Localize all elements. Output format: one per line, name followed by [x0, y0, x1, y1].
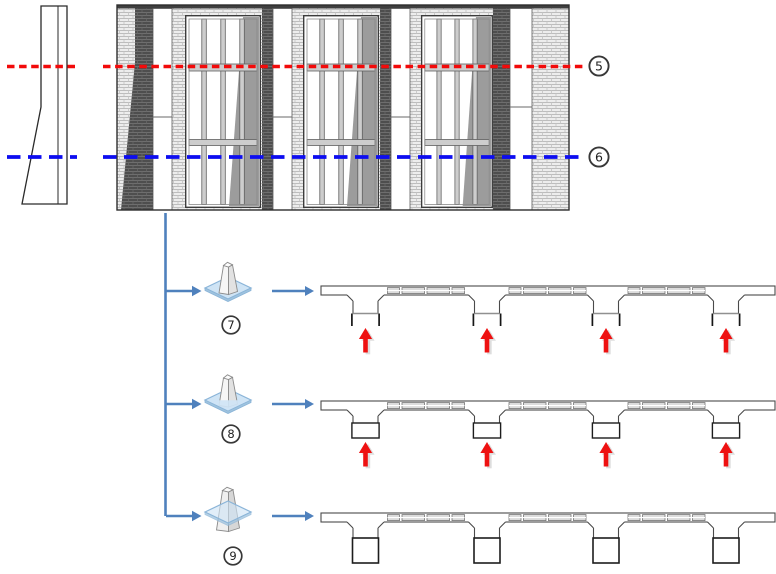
- cut-plane-icon-low: [203, 374, 253, 414]
- window-1: [184, 14, 262, 209]
- plan-view-row-9: [320, 512, 776, 564]
- shadow-masonry-4: [493, 8, 510, 210]
- recessed-strips: [152, 8, 533, 211]
- callout-9: 9: [223, 546, 243, 566]
- plan-pier: [706, 408, 746, 439]
- cut-plane-icon-bottom: [203, 261, 253, 302]
- highlight-arrow: [358, 328, 375, 355]
- plan-view-row-8: [320, 400, 776, 469]
- plan-pier: [346, 519, 385, 564]
- highlight-arrow: [719, 328, 735, 355]
- elevation-top-band: [117, 5, 569, 9]
- svg-text:7: 7: [227, 318, 234, 332]
- svg-text:9: 9: [229, 549, 236, 563]
- plan-pier: [586, 292, 626, 327]
- highlight-arrow: [480, 328, 496, 355]
- svg-text:8: 8: [227, 427, 234, 441]
- highlight-arrow: [719, 442, 735, 469]
- callout-8: 8: [221, 424, 241, 444]
- window-2: [302, 14, 380, 209]
- connector-arrowheads: [192, 285, 314, 522]
- wall-profile-section: [21, 5, 68, 205]
- elevation-outline: [116, 4, 570, 211]
- plan-pier: [467, 292, 507, 327]
- svg-text:5: 5: [595, 58, 603, 73]
- window-3: [420, 14, 494, 209]
- shadow-masonry-1: [121, 8, 153, 210]
- connector-tree: [164, 213, 305, 518]
- plan-view-row-7: [320, 285, 776, 355]
- highlight-arrow: [480, 442, 496, 469]
- plan-pier: [586, 408, 626, 439]
- plan-pier: [706, 519, 746, 564]
- highlight-arrow: [599, 442, 615, 469]
- shadow-masonry-2: [262, 8, 273, 210]
- plan-pier: [467, 408, 507, 439]
- shadow-masonry-3: [380, 8, 391, 210]
- svg-text:6: 6: [595, 149, 603, 164]
- plan-pier: [346, 292, 385, 327]
- highlight-arrow: [358, 442, 375, 469]
- callout-5: 5: [588, 55, 610, 77]
- callout-7: 7: [221, 315, 241, 335]
- building-elevation: [116, 4, 570, 211]
- callout-6: 6: [588, 146, 610, 168]
- plan-pier: [346, 408, 385, 439]
- highlight-arrow: [599, 328, 615, 355]
- plan-pier: [586, 519, 626, 564]
- cut-plane-icon-mid: [203, 486, 253, 533]
- plan-pier: [467, 519, 507, 564]
- plan-pier: [706, 292, 746, 327]
